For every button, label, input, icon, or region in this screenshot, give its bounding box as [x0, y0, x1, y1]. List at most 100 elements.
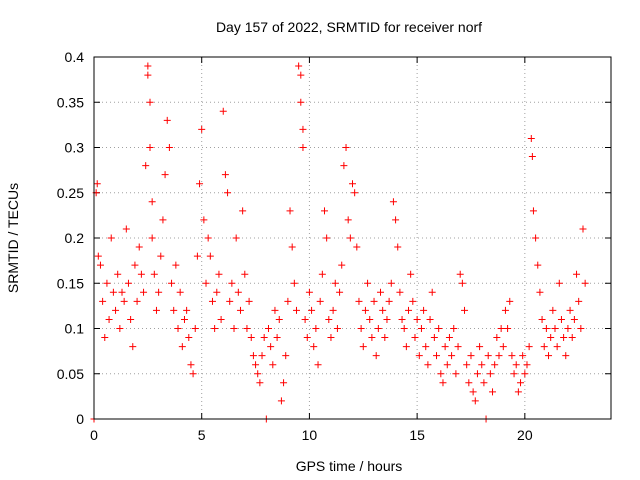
data-point: [413, 315, 421, 323]
data-point: [325, 315, 333, 323]
data-point: [318, 270, 326, 278]
data-point: [426, 315, 434, 323]
data-point: [116, 325, 124, 332]
data-point: [545, 352, 553, 360]
y-tick-label: 0.25: [57, 185, 84, 201]
data-point: [538, 315, 546, 323]
data-point: [183, 306, 191, 314]
data-point: [351, 189, 359, 197]
data-point: [417, 325, 425, 332]
data-point: [243, 325, 251, 332]
data-point: [394, 243, 402, 251]
data-point: [553, 343, 561, 351]
data-point: [525, 343, 533, 351]
data-point: [267, 343, 275, 351]
data-point: [437, 370, 445, 378]
data-point: [118, 288, 126, 296]
data-point: [433, 352, 441, 360]
data-point: [230, 325, 238, 332]
data-point: [342, 144, 350, 151]
data-point: [200, 216, 208, 224]
data-point: [297, 98, 305, 106]
data-point: [575, 297, 583, 305]
data-point: [144, 71, 152, 79]
data-point: [310, 343, 318, 351]
data-point: [305, 288, 313, 296]
y-tick-label: 0.05: [57, 366, 84, 382]
data-point: [308, 306, 316, 314]
data-point: [338, 261, 346, 269]
data-point: [258, 352, 266, 360]
data-point: [499, 343, 507, 351]
data-point: [336, 288, 344, 296]
data-point: [196, 180, 204, 188]
data-point: [269, 361, 277, 369]
data-point: [361, 306, 369, 314]
data-point: [540, 343, 548, 351]
data-point: [504, 325, 512, 332]
data-point: [581, 279, 589, 287]
data-point: [353, 243, 361, 251]
data-point: [364, 279, 372, 287]
data-point: [260, 334, 268, 342]
data-point: [103, 279, 111, 287]
data-point: [542, 325, 550, 332]
y-tick-label: 0: [76, 411, 84, 427]
data-point: [219, 107, 227, 115]
x-tick-label: 5: [198, 427, 206, 443]
data-point: [180, 315, 188, 323]
data-point: [452, 370, 460, 378]
data-point: [579, 225, 587, 233]
data-point: [124, 279, 132, 287]
data-point: [273, 334, 281, 342]
data-point: [368, 334, 376, 342]
data-point: [398, 315, 406, 323]
data-point: [163, 116, 171, 124]
data-point: [355, 297, 363, 305]
data-point: [473, 370, 481, 378]
data-point: [381, 334, 389, 342]
y-tick-label: 0.15: [57, 275, 84, 291]
y-tick-label: 0.35: [57, 94, 84, 110]
data-point: [247, 334, 255, 342]
data-point: [277, 397, 285, 405]
data-point: [316, 297, 324, 305]
data-point: [349, 180, 356, 188]
data-point: [510, 370, 518, 378]
data-point: [439, 379, 447, 387]
data-point: [142, 162, 150, 170]
data-point: [377, 288, 385, 296]
data-point: [264, 325, 272, 332]
data-point: [415, 352, 423, 360]
data-point: [213, 288, 221, 296]
x-axis-label: GPS time / hours: [296, 458, 403, 474]
y-tick-label: 0.2: [65, 230, 85, 246]
data-point: [290, 279, 298, 287]
plot-frame: [93, 56, 612, 420]
data-point: [445, 334, 453, 342]
data-point: [527, 134, 535, 142]
data-point: [405, 306, 413, 314]
data-point: [275, 315, 283, 323]
data-point: [127, 315, 135, 323]
data-point: [99, 297, 107, 305]
data-point: [529, 207, 537, 215]
data-point: [389, 198, 397, 206]
data-point: [93, 180, 101, 188]
data-point: [480, 379, 488, 387]
data-point: [107, 234, 115, 242]
data-point: [521, 370, 529, 378]
data-point: [122, 225, 130, 233]
data-point: [536, 288, 544, 296]
data-point: [461, 306, 469, 314]
data-point: [148, 234, 156, 242]
data-point: [217, 315, 225, 323]
data-point: [101, 334, 109, 342]
data-point: [448, 352, 456, 360]
data-point: [557, 315, 565, 323]
data-point: [476, 343, 484, 351]
data-point: [146, 144, 154, 151]
data-point: [357, 325, 365, 332]
data-point: [478, 361, 486, 369]
